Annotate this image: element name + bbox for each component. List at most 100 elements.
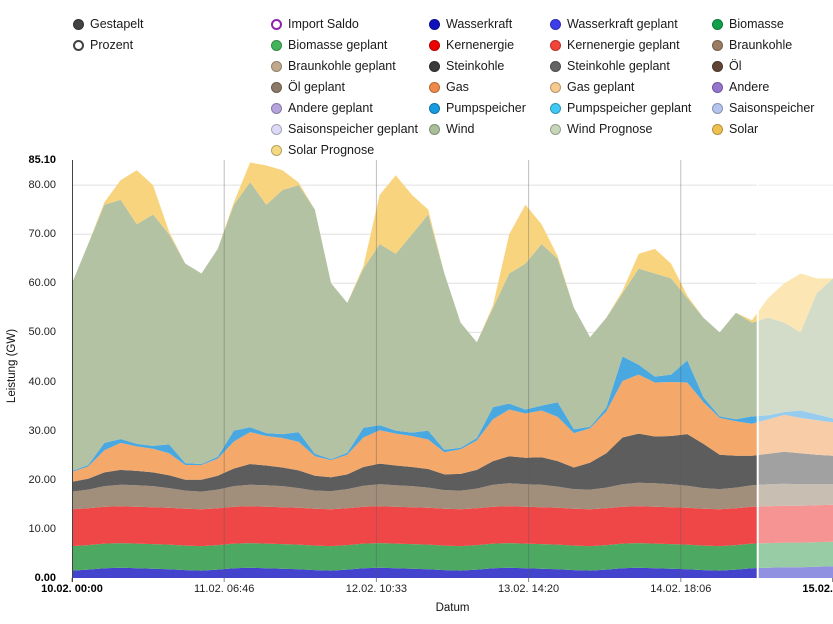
legend-item-label: Öl [729,59,742,73]
legend-item-andere-geplant[interactable]: Andere geplant [271,98,418,119]
legend-item-label: Kernenergie geplant [567,38,680,52]
legend-item-label: Wasserkraft [446,17,513,31]
y-tick-50-00: 50.00 [28,326,56,339]
area-wind [72,182,833,471]
stacked-area-chart[interactable] [71,160,833,582]
x-tick-13-02-14-20: 13.02. 14:20 [498,583,560,595]
legend-item-pumpspeicher-geplant[interactable]: Pumpspeicher geplant [550,98,691,119]
legend-item-saisonspeicher[interactable]: Saisonspeicher [712,98,814,119]
y-tick-60-00: 60.00 [28,277,56,290]
chart-legend: Gestapelt Prozent Import Saldo Biomasse gep… [0,0,833,158]
area-kernenergie [72,504,833,547]
prozent-swatch-icon [73,40,84,51]
y-tick-10-00: 10.00 [28,522,56,535]
legend-item-label: Biomasse geplant [288,38,388,52]
legend-item-solar[interactable]: Solar [712,119,814,140]
legend-item-braunkohle[interactable]: Braunkohle [712,35,814,56]
legend-item-biomasse-geplant[interactable]: Biomasse geplant [271,35,418,56]
legend-item-label: Andere [729,80,770,94]
area-biomasse [72,541,833,571]
saisonspeicher-geplant-swatch-icon [271,124,282,135]
x-axis-title: Datum [435,602,470,614]
y-tick-70-00: 70.00 [28,228,56,241]
import-saldo-swatch-icon [271,19,282,30]
legend-column-5: Biomasse Braunkohle Öl Andere Saisonspeicher… [712,14,814,140]
wind-prognose-swatch-icon [550,124,561,135]
biomasse-swatch-icon [712,19,723,30]
legend-item-label: Steinkohle geplant [567,59,670,73]
legend-item-label: Wind Prognose [567,122,653,136]
legend-item-label: Biomasse [729,17,784,31]
legend-item-solar-prognose[interactable]: Solar Prognose [271,140,418,161]
legend-item-oel-geplant[interactable]: Öl geplant [271,77,418,98]
area-steinkohle [72,433,833,492]
oel-swatch-icon [712,61,723,72]
legend-item-steinkohle-geplant[interactable]: Steinkohle geplant [550,56,691,77]
legend-item-wind-prognose[interactable]: Wind Prognose [550,119,691,140]
andere-geplant-swatch-icon [271,103,282,114]
y-tick-85-10: 85.10 [28,154,56,166]
y-tick-0-00: 0.00 [34,572,56,584]
legend-item-steinkohle[interactable]: Steinkohle [429,56,526,77]
steinkohle-geplant-swatch-icon [550,61,561,72]
gas-swatch-icon [429,82,440,93]
legend-item-label: Kernenergie [446,38,515,52]
legend-item-label: Import Saldo [288,17,359,31]
legend-column-3: Wasserkraft Kernenergie Steinkohle Gas Pumps… [429,14,526,140]
biomasse-geplant-swatch-icon [271,40,282,51]
legend-item-gas[interactable]: Gas [429,77,526,98]
legend-item-label: Solar [729,122,759,136]
legend-item-label: Steinkohle [446,59,505,73]
legend-item-label: Saisonspeicher geplant [288,122,418,136]
legend-item-label: Gestapelt [90,17,144,31]
y-tick-30-00: 30.00 [28,424,56,437]
steinkohle-swatch-icon [429,61,440,72]
legend-item-label: Öl geplant [288,80,345,94]
legend-item-gas-geplant[interactable]: Gas geplant [550,77,691,98]
legend-item-label: Pumpspeicher geplant [567,101,692,115]
pumpspeicher-swatch-icon [429,103,440,114]
area-gas [72,374,833,482]
legend-item-pumpspeicher[interactable]: Pumpspeicher [429,98,526,119]
x-tick-14-02-18-06: 14.02. 18:06 [650,583,712,595]
legend-item-biomasse[interactable]: Biomasse [712,14,814,35]
x-tick-12-02-10-33: 12.02. 10:33 [345,583,407,595]
legend-item-label: Pumpspeicher [446,101,526,115]
kernenergie-swatch-icon [429,40,440,51]
y-tick-20-00: 20.00 [28,473,56,486]
legend-column-4: Wasserkraft geplant Kernenergie geplant St… [550,14,691,140]
wasserkraft-swatch-icon [429,19,440,30]
legend-item-kernenergie-geplant[interactable]: Kernenergie geplant [550,35,691,56]
legend-item-prozent[interactable]: Prozent [73,35,144,56]
area-pumpspeicher [72,356,833,472]
legend-item-import-saldo[interactable]: Import Saldo [271,14,418,35]
x-tick-15-02: 15.02. [802,583,833,595]
legend-item-wasserkraft-geplant[interactable]: Wasserkraft geplant [550,14,691,35]
legend-item-label: Gas geplant [567,80,635,94]
legend-item-wasserkraft[interactable]: Wasserkraft [429,14,526,35]
gestapelt-swatch-icon [73,19,84,30]
plot-area [71,160,833,582]
legend-item-gestapelt[interactable]: Gestapelt [73,14,144,35]
legend-item-oel[interactable]: Öl [712,56,814,77]
legend-item-wind[interactable]: Wind [429,119,526,140]
kernenergie-geplant-swatch-icon [550,40,561,51]
legend-item-kernenergie[interactable]: Kernenergie [429,35,526,56]
legend-item-braunkohle-geplant[interactable]: Braunkohle geplant [271,56,418,77]
wasserkraft-geplant-swatch-icon [550,19,561,30]
legend-item-label: Wasserkraft geplant [567,17,678,31]
forecast-overlay [757,160,833,578]
pumpspeicher-geplant-swatch-icon [550,103,561,114]
oel-geplant-swatch-icon [271,82,282,93]
area-braunkohle [72,482,833,510]
legend-column-1: Gestapelt Prozent [73,14,144,56]
legend-item-label: Wind [446,122,475,136]
legend-item-andere[interactable]: Andere [712,77,814,98]
gas-geplant-swatch-icon [550,82,561,93]
y-tick-40-00: 40.00 [28,375,56,388]
saisonspeicher-swatch-icon [712,103,723,114]
braunkohle-geplant-swatch-icon [271,61,282,72]
legend-item-saisonspeicher-geplant[interactable]: Saisonspeicher geplant [271,119,418,140]
legend-item-label: Saisonspeicher [729,101,815,115]
